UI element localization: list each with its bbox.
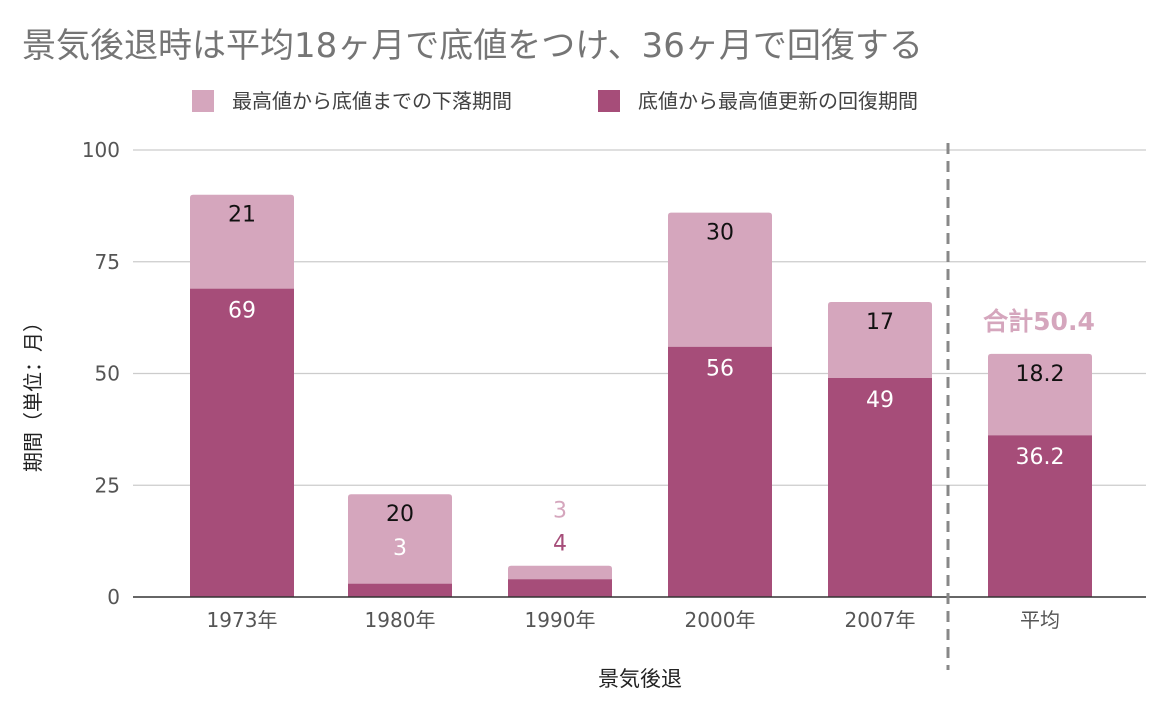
x-tick-label: 1980年 xyxy=(365,608,436,632)
bar-decline xyxy=(348,494,452,584)
bar-recovery xyxy=(190,288,294,597)
y-tick-label: 50 xyxy=(95,362,120,386)
bar-decline xyxy=(668,212,772,347)
legend-swatch-decline xyxy=(192,90,214,112)
bar-decline xyxy=(988,353,1092,436)
bar-recovery xyxy=(508,579,612,597)
legend-label-recovery: 底値から最高値更新の回復期間 xyxy=(638,89,918,113)
bar-decline xyxy=(190,194,294,289)
x-tick-label: 平均 xyxy=(1020,608,1060,632)
data-label-recovery: 56 xyxy=(706,357,734,382)
y-axis-ticks: 0 25 50 75 100 xyxy=(82,138,120,609)
data-label-recovery: 3 xyxy=(393,536,407,561)
bar-decline xyxy=(508,565,612,580)
bar-recovery xyxy=(828,377,932,597)
data-label-decline: 20 xyxy=(386,502,414,527)
bar-recovery xyxy=(348,583,452,597)
y-axis-label: 期間（単位：月） xyxy=(21,312,45,472)
bar-decline xyxy=(828,301,932,378)
y-tick-label: 25 xyxy=(95,473,120,497)
x-tick-label: 1973年 xyxy=(207,608,278,632)
bar-recovery xyxy=(668,346,772,597)
total-annotation: 合計50.4 xyxy=(983,307,1095,336)
y-tick-label: 75 xyxy=(95,250,120,274)
grid-lines xyxy=(133,149,1146,486)
x-axis-label: 景気後退 xyxy=(598,667,682,691)
legend-label-decline: 最高値から底値までの下落期間 xyxy=(232,89,512,113)
data-label-decline: 17 xyxy=(866,310,894,335)
x-tick-label: 1990年 xyxy=(525,608,596,632)
data-label-recovery: 49 xyxy=(866,388,894,413)
data-label-decline: 21 xyxy=(228,203,256,228)
data-labels: 21 69 20 3 3 4 30 56 17 49 18.2 36.2 xyxy=(228,203,1064,561)
data-label-decline: 30 xyxy=(706,221,734,246)
x-tick-label: 2007年 xyxy=(845,608,916,632)
legend-swatch-recovery xyxy=(598,90,620,112)
data-label-recovery: 4 xyxy=(553,532,567,557)
x-tick-label: 2000年 xyxy=(685,608,756,632)
bar-recovery xyxy=(988,435,1092,597)
y-tick-label: 0 xyxy=(107,585,120,609)
bars xyxy=(190,194,1092,597)
chart-title: 景気後退時は平均18ヶ月で底値をつけ、36ヶ月で回復する xyxy=(22,26,923,66)
y-tick-label: 100 xyxy=(82,138,120,162)
data-label-decline: 3 xyxy=(553,499,567,524)
data-label-decline: 18.2 xyxy=(1016,362,1065,387)
data-label-recovery: 69 xyxy=(228,299,256,324)
data-label-recovery: 36.2 xyxy=(1016,445,1065,470)
x-axis-ticks: 1973年 1980年 1990年 2000年 2007年 平均 xyxy=(207,608,1060,632)
